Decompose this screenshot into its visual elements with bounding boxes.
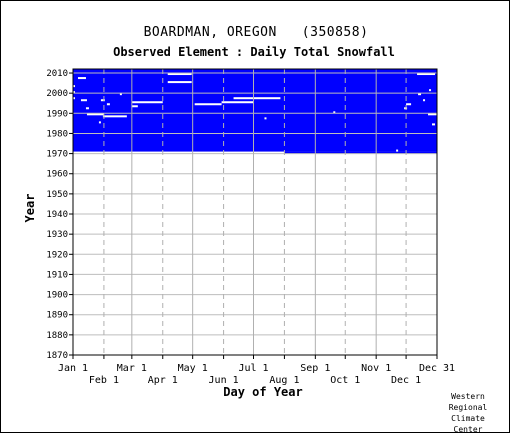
y-tick-label: 1910 [46, 270, 68, 280]
credit-line: Center [453, 425, 483, 433]
x-tick-label: Oct 1 [330, 375, 360, 386]
missing-data-segment [73, 85, 75, 88]
y-tick-label: 1940 [46, 210, 68, 220]
missing-data-segment [418, 93, 422, 96]
y-tick-label: 1880 [46, 331, 68, 341]
missing-data-segment [194, 103, 222, 106]
credit-line: Regional [448, 403, 488, 412]
x-tick-label: Aug 1 [269, 375, 299, 386]
missing-data-segment [85, 107, 89, 110]
y-tick-label: 1990 [46, 109, 68, 119]
y-tick-label: 2010 [46, 69, 68, 79]
missing-data-segment [106, 103, 110, 106]
missing-data-segment [432, 123, 436, 126]
credit-line: Climate [451, 414, 485, 423]
missing-data-segment [406, 103, 412, 106]
missing-data-segment [167, 73, 192, 76]
data-block [73, 69, 437, 152]
missing-data-segment [102, 115, 127, 118]
missing-data-segment [80, 99, 87, 102]
missing-data-segment [233, 97, 281, 100]
x-tick-label: Mar 1 [117, 363, 147, 374]
missing-data-segment [86, 113, 104, 116]
x-tick-label: Nov 1 [361, 363, 391, 374]
y-tick-label: 1950 [46, 190, 68, 200]
missing-data-segment [429, 89, 432, 92]
missing-data-segment [396, 149, 399, 152]
x-axis-ticks: Jan 1 Mar 1 May 1 Jul 1 Sep 1 Nov 1 Dec 31 Feb … [58, 355, 455, 386]
x-tick-label: Jun 1 [209, 375, 239, 386]
missing-data-segment [221, 101, 254, 104]
x-axis-label: Day of Year [223, 385, 302, 399]
missing-data-segment [417, 73, 436, 76]
credit-block: Western Regional Climate Center [443, 391, 493, 433]
y-tick-label: 1970 [46, 150, 68, 160]
missing-data-segment [77, 77, 86, 80]
missing-data-segment [167, 81, 192, 84]
y-tick-label: 1900 [46, 291, 68, 301]
missing-data-segment [100, 99, 105, 102]
y-tick-label: 1980 [46, 129, 68, 139]
chart-subtitle: Observed Element : Daily Total Snowfall [113, 45, 395, 59]
y-tick-label: 1870 [46, 351, 68, 361]
x-tick-label: Sep 1 [300, 363, 330, 374]
missing-data-segment [73, 91, 75, 94]
missing-data-segment [73, 97, 75, 100]
y-tick-label: 2000 [46, 89, 68, 99]
y-tick-label: 1920 [46, 250, 68, 260]
grid-layer [73, 69, 437, 355]
missing-data-segment [131, 105, 138, 108]
x-tick-label: Jul 1 [238, 363, 268, 374]
missing-data-segment [119, 93, 122, 96]
x-tick-label: Apr 1 [148, 375, 178, 386]
y-axis-ticks: 1870 1880 1890 1900 1910 1920 1930 1940 1950 1960… [46, 69, 73, 361]
x-tick-label: May 1 [178, 363, 208, 374]
x-tick-label: Dec 1 [391, 375, 421, 386]
y-tick-label: 1890 [46, 311, 68, 321]
plot-border [72, 68, 438, 356]
missing-data-segment [264, 117, 267, 120]
data-block-first-year [284, 151, 437, 154]
data-layer [73, 69, 437, 154]
missing-data-segment [98, 121, 101, 124]
y-tick-label: 1930 [46, 230, 68, 240]
x-tick-label: Dec 31 [419, 363, 455, 374]
x-tick-label: Jan 1 [58, 363, 88, 374]
missing-data-segment [333, 111, 336, 114]
y-axis-label: Year [23, 194, 37, 223]
y-tick-label: 1960 [46, 170, 68, 180]
chart-title: BOARDMAN, OREGON (350858) [143, 25, 369, 40]
missing-data-segment [131, 101, 163, 104]
credit-line: Western [451, 392, 485, 401]
missing-data-segment [423, 99, 426, 102]
x-tick-label: Feb 1 [89, 375, 119, 386]
missing-data-segment [428, 113, 437, 116]
